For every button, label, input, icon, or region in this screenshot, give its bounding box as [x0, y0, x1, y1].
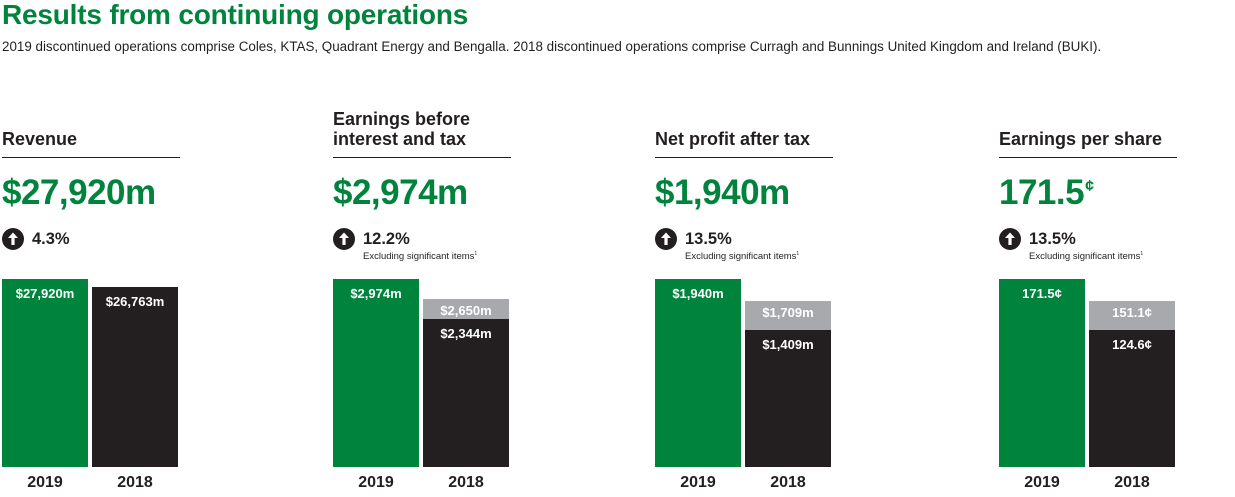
bar-label-2018: $1,409m	[762, 337, 814, 353]
revenue-panel: Revenue $27,920m 4.3% $27,920m 2019 $26,76…	[2, 0, 202, 497]
change-value: 12.2%	[363, 229, 410, 248]
bar-label-2019: $1,940m	[672, 286, 724, 301]
eps-panel: Earnings per share 171.5¢ 13.5% Excludin…	[999, 0, 1199, 497]
footnote-ref: 1	[1140, 251, 1144, 257]
arrow-up-icon	[655, 228, 677, 250]
change-note-text: Excluding significant items	[1029, 251, 1141, 263]
footnote-ref: 1	[796, 251, 800, 257]
bar-chart: $27,920m 2019 $26,763m 2018	[2, 0, 202, 497]
year-label-2019: 2019	[27, 474, 63, 491]
year-label-2019: 2019	[1024, 474, 1060, 491]
bar-label-2018: $2,344m	[440, 325, 492, 341]
change-indicator: 13.5%	[999, 228, 1076, 250]
change-value: 13.5%	[685, 229, 732, 248]
change-indicator: 13.5%	[655, 228, 732, 250]
change-note: Excluding significant items1	[685, 251, 799, 262]
bar-chart: 151.1¢ 171.5¢ 2019 124.6¢ 2018	[999, 0, 1199, 497]
panel-title: Revenue	[2, 129, 78, 149]
bar-2019	[655, 279, 741, 467]
bar-label-2019: 171.5¢	[1022, 286, 1062, 301]
year-label-2019: 2019	[680, 474, 716, 491]
headline-value: $2,974m	[333, 173, 469, 213]
headline-value: $27,920m	[2, 173, 157, 213]
change-indicator: 12.2%	[333, 228, 410, 250]
bar-chart: $2,650m $2,974m 2019 $2,344m 2018	[333, 0, 533, 497]
change-note: Excluding significant items1	[363, 251, 477, 262]
bar-2018	[423, 318, 509, 467]
panel-title-line-2: interest and tax	[333, 129, 467, 149]
year-label-2018: 2018	[117, 474, 153, 491]
change-note-text: Excluding significant items	[685, 251, 797, 263]
headline-number: $2,974m	[333, 173, 468, 212]
bar-2018	[745, 330, 831, 467]
bar-2018	[92, 286, 178, 467]
panel-heading: Net profit after tax	[655, 100, 833, 158]
arrow-up-icon	[333, 228, 355, 250]
bar-label-2018: 124.6¢	[1112, 337, 1152, 353]
bar-2019	[2, 279, 88, 467]
year-label-2019: 2019	[358, 474, 394, 491]
panel-title-line-1: Earnings before	[333, 109, 471, 129]
headline-number: $27,920m	[2, 173, 156, 212]
bar-label-2018-excl: $1,709m	[762, 305, 814, 321]
change-value: 4.3%	[32, 229, 70, 248]
headline-value: 171.5¢	[999, 173, 1094, 213]
bar-2019	[999, 279, 1085, 467]
ebit-panel: Earnings before interest and tax $2,974m…	[333, 0, 533, 497]
year-label-2018: 2018	[1114, 474, 1150, 491]
arrow-up-icon	[2, 228, 24, 250]
bar-label-2019: $27,920m	[15, 286, 75, 301]
bar-label-2018-excl: $2,650m	[440, 303, 492, 319]
headline-value: $1,940m	[655, 173, 791, 213]
change-indicator: 4.3%	[2, 228, 70, 250]
change-note: Excluding significant items1	[1029, 251, 1143, 262]
bar-label-2019: $2,974m	[350, 286, 402, 301]
bar-2018	[1089, 330, 1175, 467]
year-label-2018: 2018	[770, 474, 806, 491]
panel-heading: Earnings before interest and tax	[333, 100, 511, 158]
bar-label-2018-excl: 151.1¢	[1112, 305, 1152, 321]
headline-unit: ¢	[1085, 178, 1094, 195]
bar-label-2018: $26,763m	[105, 293, 165, 309]
panel-heading: Earnings per share	[999, 100, 1177, 158]
panel-title: Earnings per share	[999, 129, 1163, 149]
arrow-up-icon	[999, 228, 1021, 250]
page-subtitle: 2019 discontinued operations comprise Co…	[2, 39, 1102, 54]
page-title: Results from continuing operations	[2, 0, 469, 30]
panel-heading: Revenue	[2, 100, 180, 158]
panel-title: Net profit after tax	[655, 129, 811, 149]
bar-2019	[333, 279, 419, 467]
npat-panel: Net profit after tax $1,940m 13.5% Exclu…	[655, 0, 855, 497]
headline-number: $1,940m	[655, 173, 790, 212]
headline-number: 171.5	[999, 173, 1085, 212]
change-value: 13.5%	[1029, 229, 1076, 248]
change-note-text: Excluding significant items	[363, 251, 475, 263]
footnote-ref: 1	[474, 251, 478, 257]
bar-chart: $1,709m $1,940m 2019 $1,409m 2018	[655, 0, 855, 497]
year-label-2018: 2018	[448, 474, 484, 491]
